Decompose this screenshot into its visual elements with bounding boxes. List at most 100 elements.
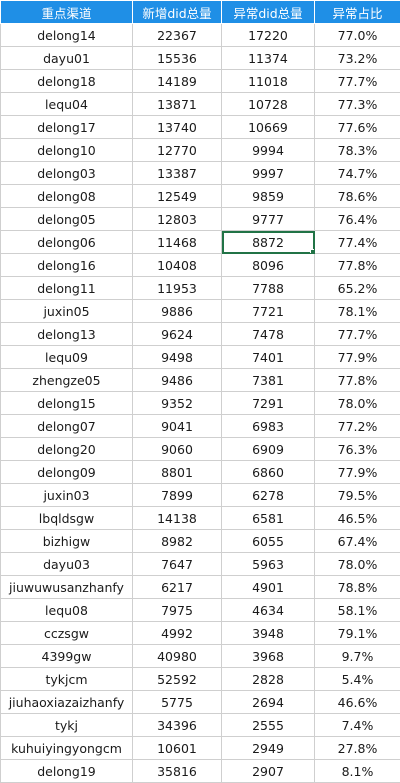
cell-abnormal-ratio[interactable]: 7.4% <box>315 714 400 737</box>
cell-abnormal-ratio[interactable]: 78.6% <box>315 185 400 208</box>
cell-new-did-total[interactable]: 9886 <box>133 300 222 323</box>
cell-channel[interactable]: lequ09 <box>1 346 133 369</box>
cell-abnormal-did-total[interactable]: 9859 <box>222 185 315 208</box>
cell-abnormal-did-total[interactable]: 4901 <box>222 576 315 599</box>
cell-abnormal-ratio[interactable]: 8.1% <box>315 760 400 783</box>
cell-abnormal-ratio[interactable]: 58.1% <box>315 599 400 622</box>
cell-abnormal-did-total[interactable]: 6278 <box>222 484 315 507</box>
cell-abnormal-did-total[interactable]: 9994 <box>222 139 315 162</box>
cell-new-did-total[interactable]: 13387 <box>133 162 222 185</box>
cell-new-did-total[interactable]: 13871 <box>133 93 222 116</box>
cell-abnormal-did-total[interactable]: 2828 <box>222 668 315 691</box>
cell-new-did-total[interactable]: 9352 <box>133 392 222 415</box>
cell-new-did-total[interactable]: 9486 <box>133 369 222 392</box>
cell-abnormal-ratio[interactable]: 78.8% <box>315 576 400 599</box>
cell-channel[interactable]: bizhigw <box>1 530 133 553</box>
cell-new-did-total[interactable]: 9624 <box>133 323 222 346</box>
cell-abnormal-ratio[interactable]: 67.4% <box>315 530 400 553</box>
cell-abnormal-did-total[interactable]: 3968 <box>222 645 315 668</box>
cell-abnormal-did-total[interactable]: 6909 <box>222 438 315 461</box>
cell-abnormal-did-total[interactable]: 6581 <box>222 507 315 530</box>
cell-channel[interactable]: dayu01 <box>1 47 133 70</box>
cell-abnormal-did-total[interactable]: 2555 <box>222 714 315 737</box>
cell-abnormal-ratio[interactable]: 5.4% <box>315 668 400 691</box>
cell-abnormal-ratio[interactable]: 77.9% <box>315 461 400 484</box>
cell-new-did-total[interactable]: 15536 <box>133 47 222 70</box>
cell-abnormal-did-total[interactable]: 9777 <box>222 208 315 231</box>
cell-channel[interactable]: 4399gw <box>1 645 133 668</box>
cell-new-did-total[interactable]: 7647 <box>133 553 222 576</box>
cell-channel[interactable]: delong11 <box>1 277 133 300</box>
cell-channel[interactable]: zhengze05 <box>1 369 133 392</box>
cell-abnormal-did-total[interactable]: 7721 <box>222 300 315 323</box>
cell-abnormal-did-total[interactable]: 6055 <box>222 530 315 553</box>
cell-abnormal-did-total[interactable]: 2907 <box>222 760 315 783</box>
cell-channel[interactable]: lbqldsgw <box>1 507 133 530</box>
cell-channel[interactable]: dayu03 <box>1 553 133 576</box>
cell-abnormal-ratio[interactable]: 77.7% <box>315 323 400 346</box>
cell-new-did-total[interactable]: 8801 <box>133 461 222 484</box>
cell-abnormal-ratio[interactable]: 78.1% <box>315 300 400 323</box>
cell-abnormal-did-total[interactable]: 6983 <box>222 415 315 438</box>
cell-abnormal-ratio[interactable]: 77.4% <box>315 231 400 254</box>
cell-channel[interactable]: delong16 <box>1 254 133 277</box>
cell-channel[interactable]: delong20 <box>1 438 133 461</box>
cell-new-did-total[interactable]: 14138 <box>133 507 222 530</box>
cell-channel[interactable]: delong06 <box>1 231 133 254</box>
cell-new-did-total[interactable]: 35816 <box>133 760 222 783</box>
header-abnormal-did-total[interactable]: 异常did总量 <box>222 1 315 24</box>
cell-channel[interactable]: delong09 <box>1 461 133 484</box>
cell-abnormal-ratio[interactable]: 46.6% <box>315 691 400 714</box>
header-channel[interactable]: 重点渠道 <box>1 1 133 24</box>
cell-abnormal-did-total[interactable]: 17220 <box>222 24 315 47</box>
cell-channel[interactable]: delong08 <box>1 185 133 208</box>
cell-new-did-total[interactable]: 10601 <box>133 737 222 760</box>
cell-new-did-total[interactable]: 14189 <box>133 70 222 93</box>
cell-abnormal-ratio[interactable]: 77.8% <box>315 254 400 277</box>
cell-abnormal-ratio[interactable]: 46.5% <box>315 507 400 530</box>
cell-abnormal-ratio[interactable]: 65.2% <box>315 277 400 300</box>
cell-channel[interactable]: delong18 <box>1 70 133 93</box>
cell-abnormal-did-total[interactable]: 2949 <box>222 737 315 760</box>
cell-channel[interactable]: delong14 <box>1 24 133 47</box>
cell-abnormal-did-total[interactable]: 5963 <box>222 553 315 576</box>
cell-new-did-total[interactable]: 11953 <box>133 277 222 300</box>
cell-new-did-total[interactable]: 12549 <box>133 185 222 208</box>
selected-cell[interactable]: 8872 <box>222 231 315 254</box>
cell-channel[interactable]: delong07 <box>1 415 133 438</box>
cell-new-did-total[interactable]: 6217 <box>133 576 222 599</box>
cell-abnormal-ratio[interactable]: 73.2% <box>315 47 400 70</box>
header-abnormal-ratio[interactable]: 异常占比 <box>315 1 400 24</box>
cell-channel[interactable]: delong03 <box>1 162 133 185</box>
cell-abnormal-ratio[interactable]: 74.7% <box>315 162 400 185</box>
cell-abnormal-did-total[interactable]: 6860 <box>222 461 315 484</box>
cell-abnormal-did-total[interactable]: 8096 <box>222 254 315 277</box>
cell-new-did-total[interactable]: 12770 <box>133 139 222 162</box>
cell-abnormal-ratio[interactable]: 79.1% <box>315 622 400 645</box>
cell-channel[interactable]: delong15 <box>1 392 133 415</box>
cell-abnormal-did-total[interactable]: 3948 <box>222 622 315 645</box>
cell-abnormal-ratio[interactable]: 78.0% <box>315 553 400 576</box>
cell-abnormal-ratio[interactable]: 77.8% <box>315 369 400 392</box>
cell-channel[interactable]: jiuhaoxiazaizhanfy <box>1 691 133 714</box>
cell-abnormal-ratio[interactable]: 77.3% <box>315 93 400 116</box>
cell-abnormal-ratio[interactable]: 77.2% <box>315 415 400 438</box>
cell-new-did-total[interactable]: 7899 <box>133 484 222 507</box>
cell-abnormal-did-total[interactable]: 9997 <box>222 162 315 185</box>
cell-new-did-total[interactable]: 7975 <box>133 599 222 622</box>
cell-new-did-total[interactable]: 4992 <box>133 622 222 645</box>
cell-abnormal-ratio[interactable]: 78.3% <box>315 139 400 162</box>
cell-channel[interactable]: delong17 <box>1 116 133 139</box>
cell-abnormal-did-total[interactable]: 7381 <box>222 369 315 392</box>
cell-new-did-total[interactable]: 9060 <box>133 438 222 461</box>
cell-abnormal-did-total[interactable]: 7788 <box>222 277 315 300</box>
cell-abnormal-ratio[interactable]: 78.0% <box>315 392 400 415</box>
cell-channel[interactable]: delong10 <box>1 139 133 162</box>
cell-abnormal-ratio[interactable]: 77.7% <box>315 70 400 93</box>
cell-abnormal-did-total[interactable]: 10728 <box>222 93 315 116</box>
cell-new-did-total[interactable]: 11468 <box>133 231 222 254</box>
cell-new-did-total[interactable]: 40980 <box>133 645 222 668</box>
cell-abnormal-did-total[interactable]: 11018 <box>222 70 315 93</box>
cell-abnormal-did-total[interactable]: 7478 <box>222 323 315 346</box>
cell-abnormal-ratio[interactable]: 76.3% <box>315 438 400 461</box>
